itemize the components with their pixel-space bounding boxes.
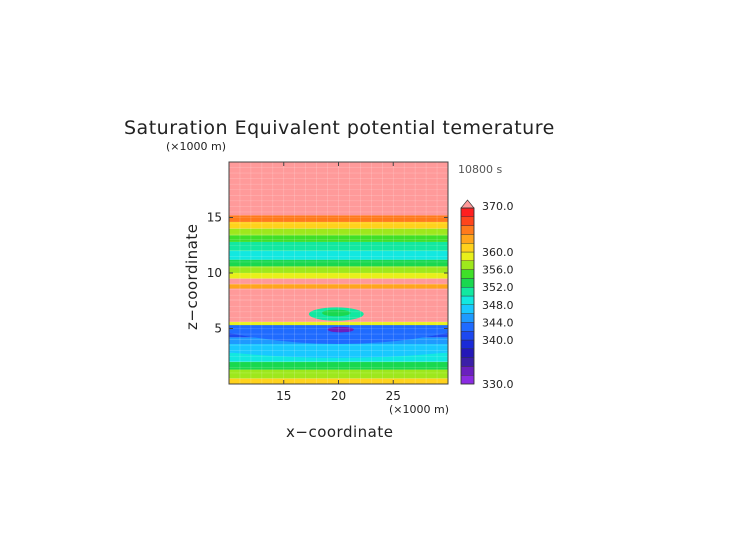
contour-band bbox=[229, 259, 448, 267]
colorbar-bin bbox=[460, 295, 475, 306]
colorbar-bin bbox=[460, 322, 475, 332]
colorbar-bin bbox=[460, 278, 475, 288]
colorbar-bin bbox=[460, 304, 475, 314]
colorbar-bin bbox=[460, 366, 475, 376]
colorbar-bin bbox=[460, 225, 475, 235]
x-tick-label: 15 bbox=[276, 389, 291, 403]
colorbar-bin bbox=[460, 216, 475, 226]
contour-band bbox=[229, 361, 448, 370]
colorbar-bin bbox=[460, 375, 475, 385]
contour-band bbox=[229, 278, 448, 285]
contour-band bbox=[229, 369, 448, 379]
colorbar-bin bbox=[460, 242, 475, 253]
colorbar-label: 356.0 bbox=[482, 264, 514, 277]
contour-bowl bbox=[229, 325, 448, 345]
chart-title: Saturation Equivalent potential temeratu… bbox=[124, 117, 555, 139]
colorbar-label: 352.0 bbox=[482, 281, 514, 294]
colorbar-label: 370.0 bbox=[482, 200, 514, 213]
colorbar-frame bbox=[460, 207, 475, 385]
x-axis-label: x−coordinate bbox=[286, 423, 393, 441]
z-axis-label: z−coordinate bbox=[183, 224, 201, 330]
colorbar: 370.0 360.0 356.0 352.0 348.0 344.0 340.0 330.0 bbox=[460, 199, 514, 391]
colorbar-bin bbox=[460, 207, 475, 218]
colorbar-bin bbox=[460, 357, 475, 367]
colorbar-bin bbox=[460, 260, 475, 270]
z-axis-ticks: 5 10 15 bbox=[207, 211, 448, 336]
contour-band bbox=[229, 228, 448, 236]
z-tick-label: 10 bbox=[207, 266, 222, 280]
time-label: 10800 s bbox=[458, 163, 502, 176]
colorbar-label: 340.0 bbox=[482, 334, 514, 347]
z-tick-label: 15 bbox=[207, 211, 222, 225]
colorbar-bin bbox=[460, 234, 475, 244]
contour-band bbox=[229, 299, 448, 309]
colorbar-bin bbox=[460, 313, 475, 323]
colorbar-bin bbox=[460, 339, 475, 350]
colorbar-bin bbox=[460, 287, 475, 297]
contour-band bbox=[229, 235, 448, 242]
contour-band bbox=[229, 288, 448, 300]
contour-band bbox=[229, 241, 448, 251]
colorbar-label: 348.0 bbox=[482, 299, 514, 312]
x-unit-label: (×1000 m) bbox=[389, 403, 449, 416]
contour-blob bbox=[327, 326, 354, 333]
x-axis-ticks: 15 20 25 bbox=[276, 162, 401, 403]
x-tick-label: 20 bbox=[331, 389, 346, 403]
x-tick-label: 25 bbox=[386, 389, 401, 403]
contour-band bbox=[229, 221, 448, 229]
contour-band bbox=[229, 250, 448, 260]
contour-bowl bbox=[229, 348, 448, 358]
colorbar-overflow-arrow bbox=[460, 199, 475, 209]
contour-band bbox=[229, 284, 448, 289]
colorbar-label: 330.0 bbox=[482, 378, 514, 391]
z-unit-label: (×1000 m) bbox=[166, 140, 226, 153]
colorbar-bin bbox=[460, 251, 475, 262]
contour-band bbox=[229, 273, 448, 279]
contour-blob bbox=[322, 309, 351, 317]
contour-field bbox=[229, 162, 448, 384]
colorbar-bin bbox=[460, 348, 475, 358]
field-gridlines bbox=[229, 162, 448, 384]
colorbar-label: 344.0 bbox=[482, 316, 514, 329]
z-tick-label: 5 bbox=[214, 322, 222, 336]
contour-band bbox=[229, 162, 448, 216]
colorbar-bin bbox=[460, 269, 475, 279]
contour-band bbox=[229, 321, 448, 328]
contour-band bbox=[229, 266, 448, 273]
colorbar-bin bbox=[460, 331, 475, 341]
contour-band bbox=[229, 215, 448, 222]
colorbar-label: 360.0 bbox=[482, 246, 514, 259]
